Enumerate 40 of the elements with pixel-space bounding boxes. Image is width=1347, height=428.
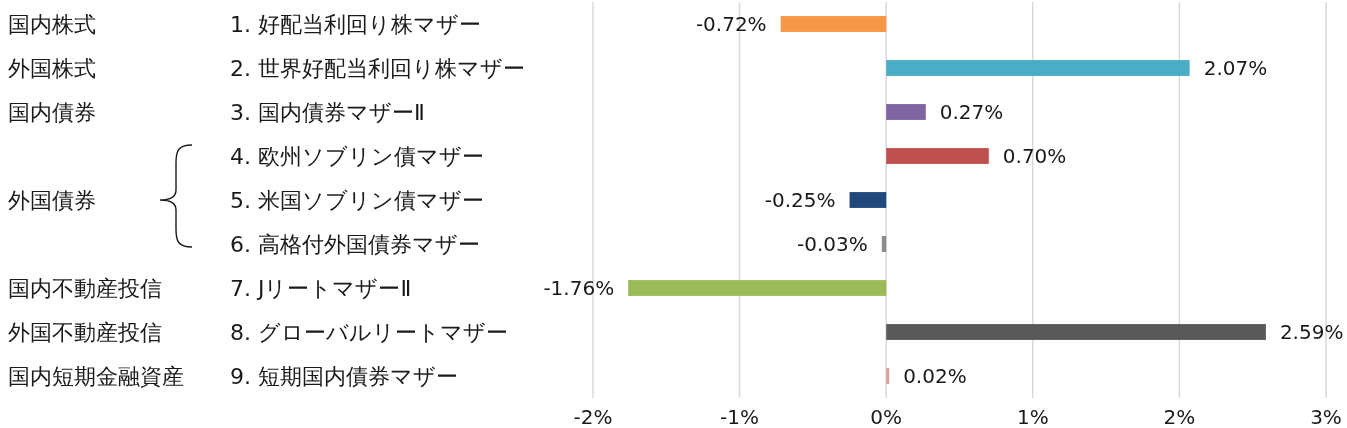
x-tick-label: 2% xyxy=(1163,405,1196,428)
y-tick-label: 3. 国内債券マザーⅡ xyxy=(230,99,425,125)
y-tick-label: 9. 短期国内債券マザー xyxy=(230,363,458,389)
y2-tick-label: 国内債券 xyxy=(8,99,96,125)
y2-tick-label: 外国債券 xyxy=(8,187,96,213)
y2-tick-label: 外国不動産投信 xyxy=(8,319,162,345)
x-tick-label: -1% xyxy=(720,405,760,428)
data-label: 2.59% xyxy=(1279,320,1344,344)
bar xyxy=(881,236,887,252)
y2-tick-label: 外国株式 xyxy=(8,55,96,81)
data-label: 0.70% xyxy=(1002,144,1067,168)
x-tick-label: 1% xyxy=(1016,405,1049,428)
data-label: -1.76% xyxy=(543,276,615,300)
y2-tick-label: 国内不動産投信 xyxy=(8,275,162,301)
bar xyxy=(780,16,887,32)
y-tick-label: 6. 高格付外国債券マザー xyxy=(230,231,480,257)
y-tick-label: 5. 米国ソブリン債マザー xyxy=(230,187,484,213)
bar xyxy=(886,148,989,164)
bar xyxy=(628,280,887,296)
bar xyxy=(886,60,1190,76)
bar xyxy=(849,192,887,208)
data-label: -0.72% xyxy=(695,12,767,36)
data-label: -0.03% xyxy=(797,232,868,256)
x-tick-label: -2% xyxy=(573,405,613,428)
bar xyxy=(886,104,926,120)
y-tick-label: 2. 世界好配当利回り株マザー xyxy=(230,55,525,81)
y-tick-label: 1. 好配当利回り株マザー xyxy=(230,11,481,37)
x-tick-label: 3% xyxy=(1310,405,1342,428)
bar xyxy=(886,324,1266,340)
x-tick-label: 0% xyxy=(870,405,903,428)
y-tick-label: 4. 欧州ソブリン債マザー xyxy=(230,143,484,169)
y2-tick-label: 国内短期金融資産 xyxy=(8,363,184,389)
y-tick-label: 7. JリートマザーⅡ xyxy=(230,275,412,301)
bar xyxy=(886,368,890,384)
y2-tick-label: 国内株式 xyxy=(8,11,96,37)
data-label: 0.02% xyxy=(903,364,967,388)
y-tick-label: 8. グローバルリートマザー xyxy=(230,319,508,345)
data-label: -0.25% xyxy=(764,188,836,212)
data-label: 2.07% xyxy=(1203,56,1268,80)
data-label: 0.27% xyxy=(939,100,1004,124)
